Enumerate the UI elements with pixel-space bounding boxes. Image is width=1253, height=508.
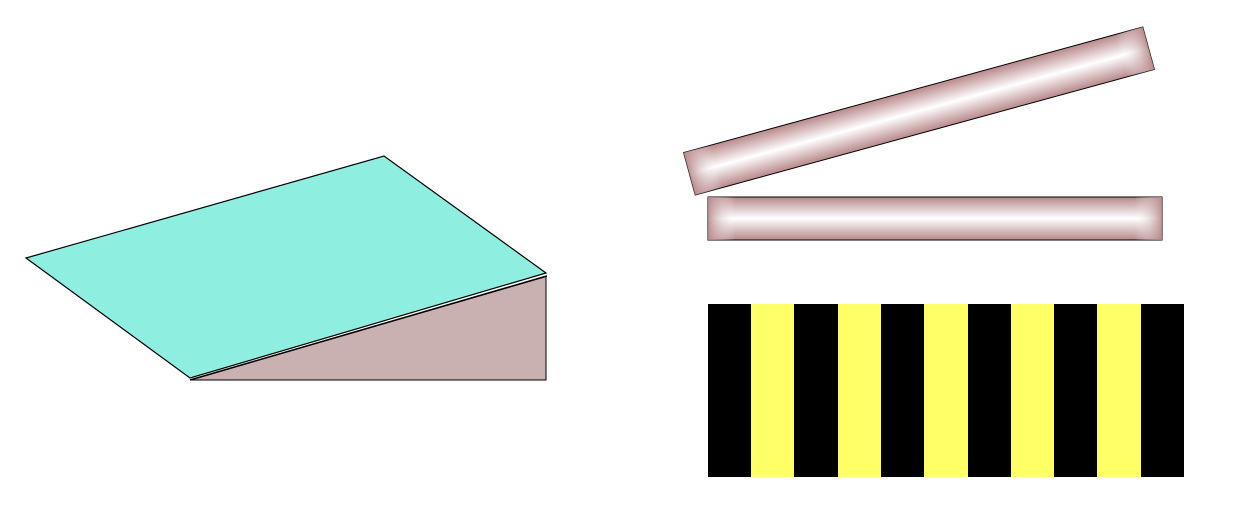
flat-glass-plate (707, 196, 1163, 241)
top-plate (24, 155, 548, 379)
bright-fringe (751, 304, 794, 477)
wedge-contact-edge (189, 275, 548, 381)
bright-fringe (1097, 304, 1141, 477)
bright-fringe (838, 304, 881, 477)
interference-fringes (708, 304, 1184, 477)
bright-fringe (924, 304, 968, 477)
bright-fringe (1011, 304, 1054, 477)
tilted-glass-plate (683, 26, 1155, 196)
wedge-group (24, 155, 548, 381)
